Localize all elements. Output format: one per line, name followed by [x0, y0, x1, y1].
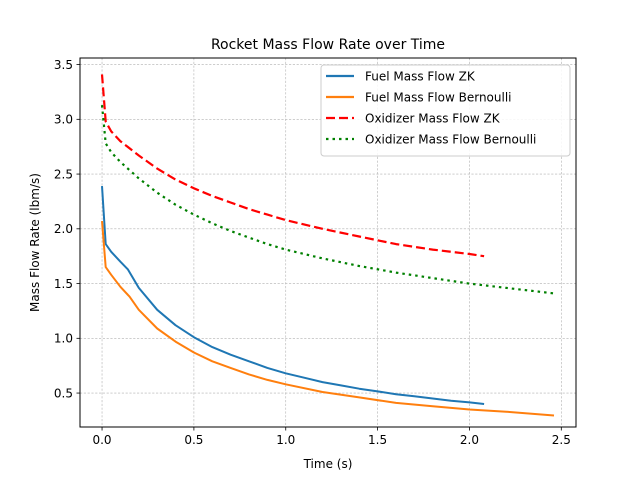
x-axis: 0.0 0.5 1.0 1.5 2.0 2.5	[92, 427, 571, 447]
x-tick-label: 1.0	[276, 433, 295, 447]
legend-label-1: Fuel Mass Flow ZK	[365, 69, 476, 83]
x-tick-label: 2.5	[552, 433, 571, 447]
y-tick-label: 2.5	[54, 167, 73, 181]
legend-label-4: Oxidizer Mass Flow Bernoulli	[365, 132, 536, 146]
plot-frame	[79, 57, 577, 428]
y-tick-label: 0.5	[54, 386, 73, 400]
y-tick-label: 1.5	[54, 277, 73, 291]
y-axis-label: Mass Flow Rate (lbm/s)	[28, 173, 42, 312]
series-line-1	[101, 186, 485, 405]
series-line-3	[100, 74, 485, 258]
series-layer	[100, 74, 555, 417]
x-axis-label: Time (s)	[303, 457, 353, 471]
y-tick-label: 3.0	[54, 113, 73, 127]
series-line-4	[100, 104, 555, 295]
chart-title: Rocket Mass Flow Rate over Time	[211, 37, 445, 53]
series-line-2	[101, 221, 555, 417]
legend-label-2: Fuel Mass Flow Bernoulli	[365, 90, 512, 104]
legend: Fuel Mass Flow ZK Fuel Mass Flow Bernoull…	[320, 64, 571, 157]
x-tick-label: 2.0	[460, 433, 479, 447]
y-tick-label: 1.0	[54, 332, 73, 346]
y-tick-label: 3.5	[54, 58, 73, 72]
y-axis: 0.5 1.0 1.5 2.0 2.5 3.0 3.5	[54, 58, 80, 400]
legend-label-3: Oxidizer Mass Flow ZK	[365, 111, 501, 125]
y-tick-label: 2.0	[54, 222, 73, 236]
legend-box	[320, 64, 571, 157]
x-tick-label: 0.0	[92, 433, 111, 447]
x-tick-label: 0.5	[184, 433, 203, 447]
x-tick-label: 1.5	[368, 433, 387, 447]
